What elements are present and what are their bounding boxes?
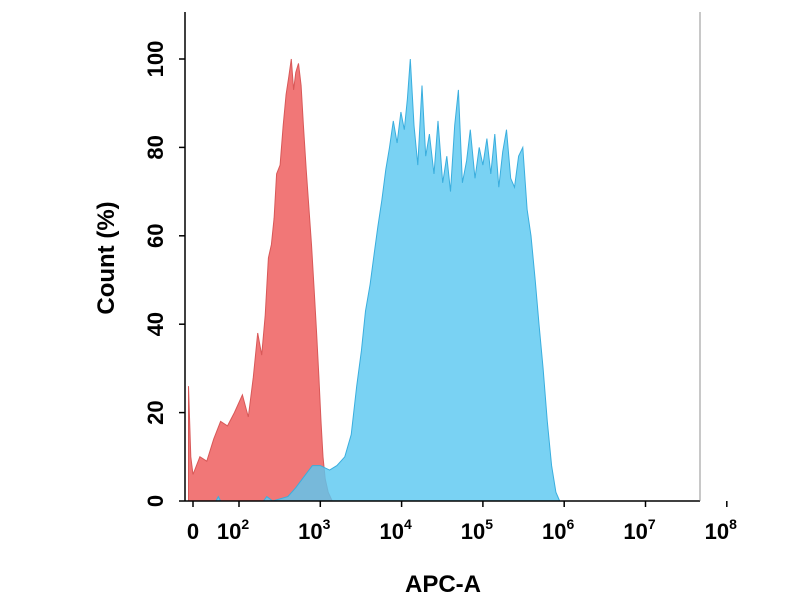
series-area-1 — [188, 58, 333, 502]
series-layer — [188, 58, 561, 502]
y-tick-label: 40 — [143, 312, 168, 336]
x-tick-label: 104 — [379, 516, 411, 544]
y-axis-title: Count (%) — [93, 201, 120, 314]
x-tick-label: 107 — [623, 516, 655, 544]
x-axis-title: APC-A — [405, 571, 481, 598]
x-tick-label: 105 — [461, 516, 493, 544]
axis-layer — [179, 12, 728, 507]
x-tick-label: 106 — [542, 516, 574, 544]
y-tick-label: 20 — [143, 400, 168, 424]
tick-layer: 0 20 40 60 80 100 0 102 103 104 105 106 107 108 — [143, 41, 737, 544]
y-tick-label: 100 — [143, 41, 168, 78]
x-tick-label: 108 — [705, 516, 737, 544]
y-tick-label: 0 — [143, 495, 168, 507]
x-tick-label: 0 — [187, 519, 199, 544]
series-area-2 — [215, 58, 561, 502]
x-tick-label: 103 — [298, 516, 330, 544]
y-tick-label: 80 — [143, 135, 168, 159]
y-tick-label: 60 — [143, 224, 168, 248]
x-tick-label: 102 — [217, 516, 249, 544]
